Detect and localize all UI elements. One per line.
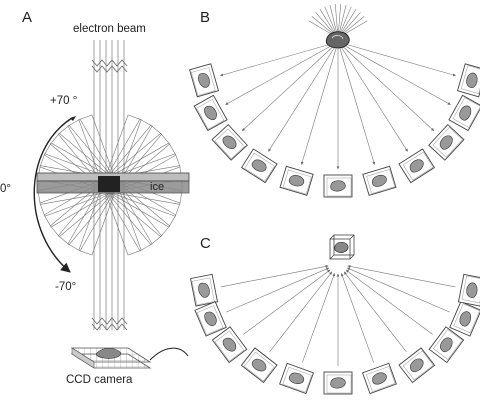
ice-slab — [36, 172, 190, 194]
angle-zero-label: 0° — [0, 183, 11, 195]
projection-ray — [337, 41, 376, 165]
projection-frame — [428, 326, 465, 364]
rotation-arrow — [33, 117, 73, 273]
projection-frame — [449, 301, 480, 337]
ccd-camera — [70, 347, 189, 369]
c-reconstruction-cube — [329, 234, 355, 260]
backprojection-ray — [346, 267, 450, 313]
backprojection-ray — [243, 269, 331, 335]
panel-c-label: C — [200, 235, 211, 252]
projection-frame — [361, 362, 397, 395]
projection-frame — [193, 94, 228, 132]
panel-b: B — [189, 4, 480, 198]
projection-ray — [337, 41, 435, 132]
projection-frame — [240, 347, 278, 384]
electron-beam-label: electron beam — [73, 23, 146, 35]
projection-frame — [398, 347, 436, 384]
backprojection-ray — [343, 271, 407, 352]
ice-label: ice — [150, 181, 164, 193]
projection-frame — [194, 301, 227, 337]
projection-ray — [337, 41, 456, 77]
projection-frame — [190, 273, 219, 307]
backprojection-ray — [345, 269, 433, 335]
projection-frame — [456, 63, 480, 98]
projection-frame — [211, 124, 248, 161]
projection-frame — [428, 124, 465, 161]
projection-ray — [268, 41, 339, 152]
projection-ray — [337, 41, 451, 105]
backprojection-ray — [226, 267, 330, 313]
projection-frame — [189, 63, 220, 98]
projection-frame — [362, 165, 397, 196]
panel-a: A electron beam ice — [0, 9, 190, 386]
backprojection-ray — [220, 264, 329, 288]
c-backprojection-rays — [220, 264, 456, 366]
b-projection-frames — [189, 63, 480, 198]
angle-bottom-label: -70° — [55, 281, 76, 293]
projection-frame — [240, 148, 278, 184]
projection-ray — [225, 41, 339, 105]
panel-c: C — [190, 234, 480, 395]
c-projection-frames — [190, 273, 480, 395]
projection-frame — [323, 174, 353, 198]
projection-ray — [300, 41, 339, 165]
backprojection-ray — [269, 271, 333, 352]
projection-ray — [220, 41, 339, 77]
projection-frame — [323, 371, 353, 395]
angle-top-label: +70 ° — [50, 95, 77, 107]
projection-frame — [279, 362, 315, 395]
b-specimen — [325, 31, 350, 49]
projection-ray — [241, 41, 339, 132]
b-projection-rays — [220, 41, 456, 170]
beam-chevrons-bottom — [91, 317, 128, 331]
rotation-arrow-head-top — [70, 116, 76, 121]
backprojection-ray — [347, 264, 456, 288]
projection-frame — [211, 326, 248, 364]
beam-chevrons-top — [91, 59, 128, 73]
backprojection-ray — [302, 273, 336, 363]
projection-frame — [457, 273, 480, 307]
backprojection-ray — [340, 273, 374, 363]
projection-ray — [337, 41, 408, 152]
projection-frame — [398, 148, 436, 184]
projection-frame — [448, 94, 480, 132]
ccd-camera-label: CCD camera — [66, 374, 133, 386]
panel-a-label: A — [22, 9, 32, 26]
panel-b-label: B — [200, 9, 210, 26]
projection-frame — [279, 165, 314, 196]
